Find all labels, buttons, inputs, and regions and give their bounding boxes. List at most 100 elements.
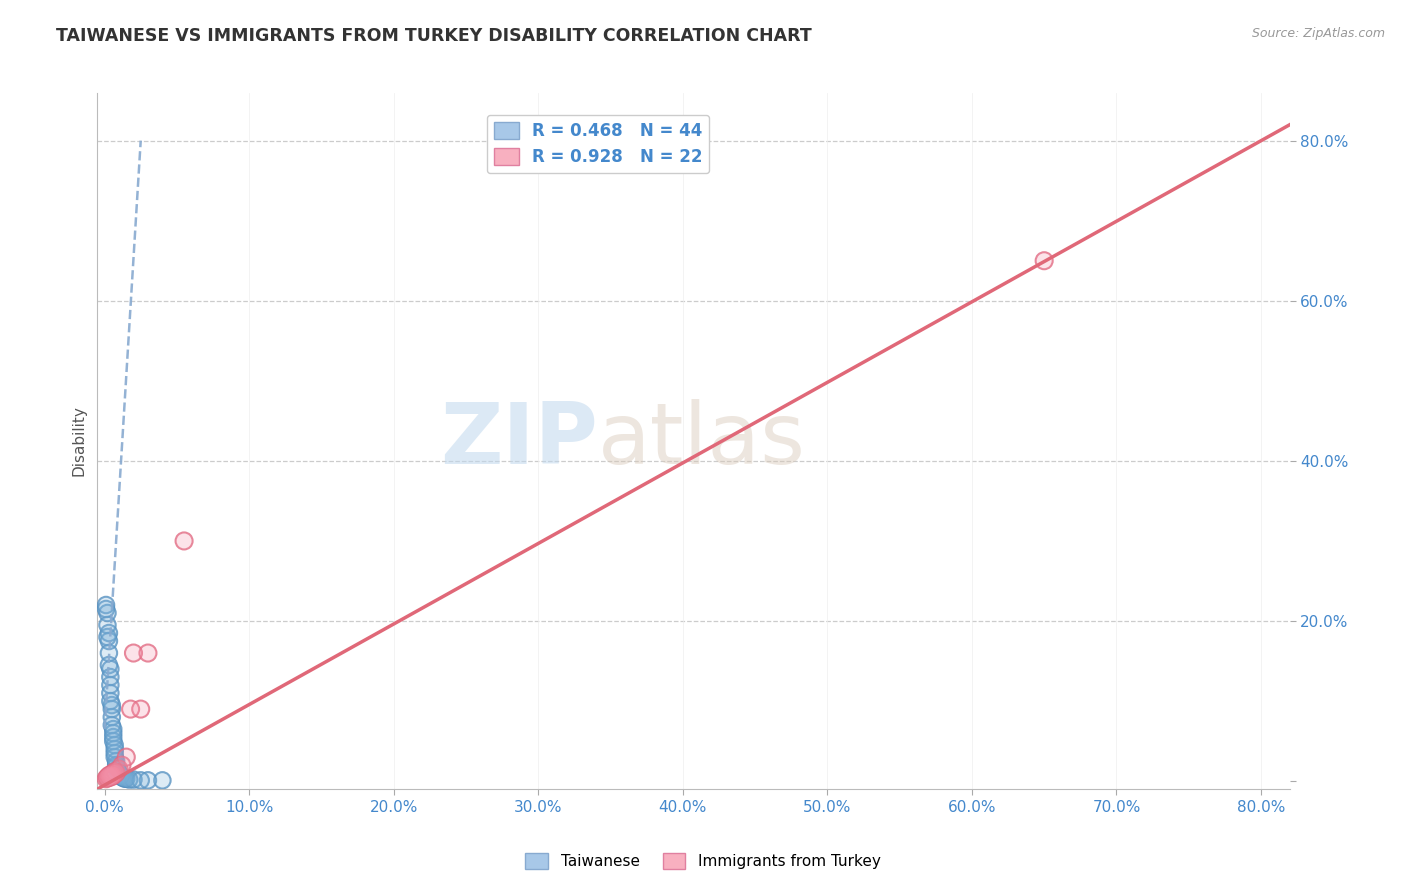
Point [152, 773, 174, 788]
Point [94, 772, 117, 786]
Point [101, 698, 124, 712]
Point [103, 726, 125, 740]
Point [122, 646, 145, 660]
Point [98, 662, 121, 676]
Point [103, 726, 125, 740]
Point [115, 772, 138, 786]
Point [101, 718, 124, 732]
Point [105, 760, 128, 774]
Point [105, 758, 128, 772]
Point [97, 634, 120, 648]
Y-axis label: Disability: Disability [72, 406, 86, 476]
Point [104, 750, 127, 764]
Text: atlas: atlas [598, 400, 806, 483]
Point [136, 773, 159, 788]
Point [122, 646, 145, 660]
Point [104, 750, 127, 764]
Point [104, 746, 127, 760]
Point [101, 710, 124, 724]
Point [115, 750, 138, 764]
Point [97, 658, 120, 673]
Point [105, 766, 128, 780]
Point [97, 658, 120, 673]
Legend: Taiwanese, Immigrants from Turkey: Taiwanese, Immigrants from Turkey [519, 847, 887, 875]
Text: TAIWANESE VS IMMIGRANTS FROM TURKEY DISABILITY CORRELATION CHART: TAIWANESE VS IMMIGRANTS FROM TURKEY DISA… [56, 27, 813, 45]
Point [152, 773, 174, 788]
Point [104, 738, 127, 752]
Point [94, 602, 117, 616]
Point [111, 758, 134, 772]
Point [103, 730, 125, 744]
Point [98, 694, 121, 708]
Point [97, 626, 120, 640]
Point [107, 764, 129, 779]
Point [94, 602, 117, 616]
Point [96, 630, 118, 644]
Point [105, 760, 128, 774]
Point [108, 766, 131, 780]
Point [103, 766, 125, 780]
Point [111, 770, 134, 784]
Point [104, 764, 127, 779]
Point [136, 773, 159, 788]
Point [101, 698, 124, 712]
Point [104, 764, 127, 779]
Point [98, 686, 121, 700]
Point [118, 772, 141, 787]
Point [120, 702, 142, 716]
Point [96, 771, 118, 785]
Point [111, 758, 134, 772]
Point [97, 769, 120, 783]
Point [103, 734, 125, 748]
Point [107, 762, 129, 776]
Point [103, 766, 125, 780]
Point [104, 746, 127, 760]
Point [173, 533, 195, 548]
Point [103, 734, 125, 748]
Point [98, 678, 121, 692]
Point [105, 754, 128, 768]
Point [108, 762, 131, 776]
Point [96, 630, 118, 644]
Point [104, 738, 127, 752]
Point [107, 762, 129, 776]
Point [173, 533, 195, 548]
Point [97, 634, 120, 648]
Point [114, 772, 136, 786]
Point [105, 758, 128, 772]
Point [96, 606, 118, 620]
Point [129, 773, 152, 788]
Point [107, 764, 129, 779]
Point [94, 772, 117, 786]
Point [98, 686, 121, 700]
Point [108, 768, 131, 782]
Point [110, 768, 132, 782]
Point [101, 768, 124, 782]
Point [94, 598, 117, 612]
Point [104, 742, 127, 756]
Point [118, 772, 141, 787]
Point [1033, 253, 1056, 268]
Point [97, 646, 120, 660]
Point [97, 646, 120, 660]
Point [96, 606, 118, 620]
Point [101, 710, 124, 724]
Point [105, 766, 128, 780]
Point [136, 646, 159, 660]
Point [110, 769, 132, 783]
Legend: R = 0.468   N = 44, R = 0.928   N = 22: R = 0.468 N = 44, R = 0.928 N = 22 [486, 115, 709, 173]
Text: ZIP: ZIP [440, 400, 598, 483]
Point [129, 702, 152, 716]
Point [98, 670, 121, 684]
Point [96, 771, 118, 785]
Point [98, 768, 121, 782]
Point [96, 770, 118, 784]
Point [110, 769, 132, 783]
Point [97, 768, 120, 782]
Point [108, 766, 131, 780]
Point [96, 618, 118, 632]
Point [103, 722, 125, 736]
Point [98, 694, 121, 708]
Point [98, 768, 121, 782]
Point [110, 768, 132, 782]
